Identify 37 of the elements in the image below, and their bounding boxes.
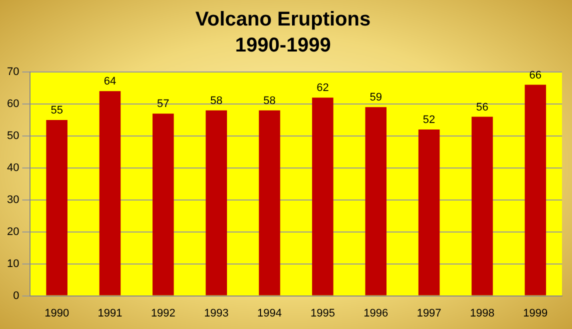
- y-tick-label: 30: [6, 194, 20, 206]
- bar: [258, 110, 280, 296]
- bar: [206, 110, 227, 296]
- x-tick-label: 1993: [204, 307, 229, 320]
- data-label: 52: [422, 114, 436, 126]
- data-label: 62: [316, 82, 329, 94]
- bar: [46, 120, 68, 296]
- y-tick-label: 20: [6, 226, 20, 238]
- y-tick-label: 70: [6, 66, 20, 78]
- bar: [524, 84, 546, 296]
- data-label: 66: [529, 69, 542, 82]
- y-tick-label: 60: [6, 98, 20, 110]
- data-label: 55: [50, 104, 63, 116]
- x-tick-label: 1991: [98, 307, 122, 320]
- x-tick-label: 1995: [310, 307, 335, 320]
- x-tick-label: 1997: [416, 307, 442, 320]
- y-tick-label: 10: [6, 258, 20, 270]
- x-tick-label: 1996: [364, 307, 388, 320]
- y-tick-label: 0: [13, 290, 20, 302]
- chart-title: Volcano Eruptions: [195, 8, 371, 31]
- bar: [99, 91, 121, 296]
- chart-subtitle: 1990-1999: [235, 34, 331, 57]
- bar: [152, 114, 174, 296]
- y-tick-label: 50: [6, 130, 20, 142]
- bar: [312, 98, 334, 296]
- bar: [472, 116, 493, 296]
- data-label: 64: [104, 76, 116, 88]
- x-tick-label: 1994: [257, 307, 282, 320]
- bar: [365, 107, 387, 296]
- x-tick-label: 1992: [150, 307, 176, 320]
- x-tick-label: 1999: [523, 307, 548, 320]
- y-tick-label: 40: [6, 162, 20, 174]
- x-tick-label: 1998: [470, 307, 494, 320]
- x-tick-label: 1990: [44, 307, 70, 320]
- data-label: 56: [476, 101, 488, 114]
- bar: [418, 130, 440, 296]
- data-label: 59: [370, 92, 382, 104]
